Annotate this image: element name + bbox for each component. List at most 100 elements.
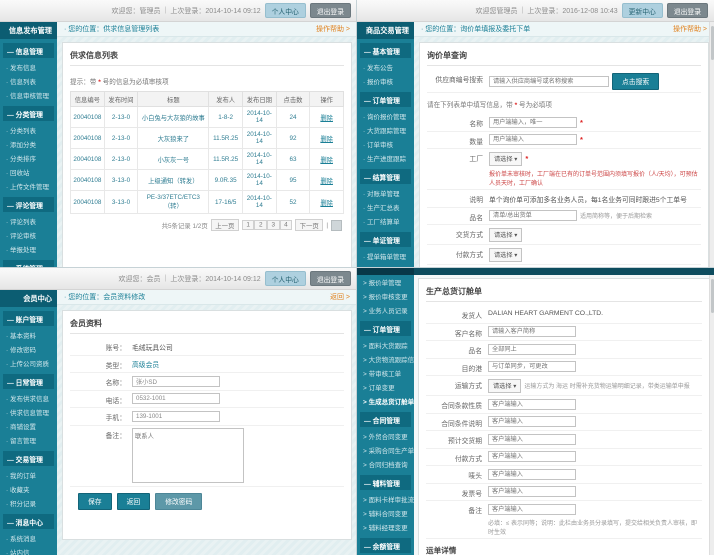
sidebar-item[interactable]: · 提单箱单管理 <box>363 254 406 261</box>
sidebar-item[interactable]: · 订单审核 <box>363 142 393 149</box>
sidebar-item[interactable]: · 报价审核 <box>363 79 393 86</box>
change-password-button[interactable]: 修改密码 <box>155 492 203 510</box>
row-action-link[interactable]: 删除 <box>309 106 344 128</box>
user-center-button[interactable]: 个人中心 <box>264 271 306 286</box>
sidebar-item[interactable]: > 业务人员记录 <box>363 308 408 315</box>
sidebar-item[interactable]: · 分类列表 <box>6 128 36 135</box>
text-input[interactable] <box>488 433 576 445</box>
row-action-link[interactable]: 删除 <box>309 127 344 149</box>
back-link[interactable]: 返回 > <box>329 294 350 301</box>
text-input[interactable] <box>488 468 576 480</box>
dropdown-select[interactable]: 请选择 ▾ <box>489 227 523 242</box>
text-input[interactable] <box>488 326 576 337</box>
sidebar-item[interactable]: · 供求信息管理 <box>6 410 49 417</box>
sidebar-item[interactable]: > 辅料合同变更 <box>363 511 408 518</box>
vertical-scrollbar[interactable] <box>709 275 714 555</box>
sidebar-item[interactable]: · 生产进度跟踪 <box>363 156 406 163</box>
text-input[interactable] <box>488 361 576 372</box>
search-input[interactable] <box>489 75 609 87</box>
text-input[interactable] <box>488 343 576 355</box>
text-input[interactable] <box>488 416 576 427</box>
sidebar-item[interactable]: · 系统消息 <box>6 536 36 543</box>
sidebar-item[interactable]: · 评论列表 <box>6 219 36 226</box>
sidebar-item[interactable]: · 上传公司资质 <box>6 361 49 368</box>
text-input[interactable] <box>489 267 577 268</box>
text-input[interactable] <box>489 116 577 128</box>
dropdown-select[interactable]: 请选择 ▾ <box>488 378 522 393</box>
scrollbar-thumb[interactable] <box>710 279 714 313</box>
save-button[interactable]: 保存 <box>78 492 112 510</box>
row-action-link[interactable]: 删除 <box>309 148 344 170</box>
text-input[interactable] <box>132 375 220 387</box>
sidebar-item[interactable]: > 大货物流跟踪信息 <box>363 357 414 364</box>
sidebar-item[interactable]: · 分类排序 <box>6 156 36 163</box>
logout-button[interactable]: 退出登录 <box>309 3 351 18</box>
page-number-button[interactable]: 2 <box>254 220 268 230</box>
logout-button[interactable]: 退出登录 <box>309 271 351 286</box>
sidebar-item[interactable]: · 修改密码 <box>6 347 36 354</box>
sidebar-item[interactable]: > 生成总货订舱单 <box>363 399 414 406</box>
sidebar-item[interactable]: > 订单变更 <box>363 385 395 392</box>
dropdown-select[interactable]: 请选择 ▾ <box>489 247 523 262</box>
sidebar-item[interactable]: · 添加分类 <box>6 142 36 149</box>
sidebar-item[interactable]: · 大货跟踪管理 <box>363 128 406 135</box>
dropdown-select[interactable]: 请选择 ▾ <box>489 151 523 166</box>
sidebar-item[interactable]: > 报价审核变更 <box>363 294 408 301</box>
logout-button[interactable]: 退出登录 <box>666 3 708 18</box>
sidebar-item[interactable]: · 评论审核 <box>6 233 36 240</box>
update-center-button[interactable]: 更新中心 <box>621 3 663 18</box>
sidebar-item[interactable]: > 采购合同生产单 <box>363 448 414 455</box>
prev-page-button[interactable]: 上一页 <box>210 219 239 231</box>
text-input[interactable] <box>488 398 576 410</box>
sidebar-item[interactable]: · 发布信息 <box>6 65 36 72</box>
row-action-link[interactable]: 删除 <box>309 169 344 191</box>
scrollbar-thumb[interactable] <box>710 26 714 60</box>
text-input[interactable] <box>489 210 577 221</box>
sidebar-item[interactable]: · 收藏夹 <box>6 487 30 494</box>
sidebar-item[interactable]: · 工厂结算单 <box>363 219 400 226</box>
row-action-link[interactable]: 删除 <box>309 190 344 214</box>
sidebar-item[interactable]: > 合同归档查询 <box>363 462 408 469</box>
help-link[interactable]: 操作帮助 > <box>315 26 350 33</box>
sidebar-item[interactable]: · 积分记录 <box>6 501 36 508</box>
vertical-scrollbar[interactable] <box>709 22 714 268</box>
sidebar-item[interactable]: > 面料卡样审批流 <box>363 497 414 504</box>
text-input[interactable] <box>132 393 220 404</box>
text-input[interactable] <box>488 503 576 515</box>
page-number-button[interactable]: 3 <box>267 220 280 230</box>
sidebar-item[interactable]: · 回收站 <box>6 170 30 177</box>
text-input[interactable] <box>132 410 220 422</box>
sidebar-item[interactable]: > 辅料经理变更 <box>363 525 408 532</box>
sidebar-item[interactable]: · 生产汇总表 <box>363 205 400 212</box>
page-go-box[interactable] <box>331 219 342 231</box>
sidebar-item[interactable]: · 站内信 <box>6 550 30 555</box>
sidebar-item[interactable]: · 发布公告 <box>363 65 393 72</box>
user-center-button[interactable]: 个人中心 <box>264 3 306 18</box>
sidebar-item[interactable]: · 询价报价管理 <box>363 114 406 121</box>
text-input[interactable] <box>488 486 576 497</box>
text-input[interactable] <box>489 134 577 145</box>
sidebar-item[interactable]: · 留言管理 <box>6 438 36 445</box>
sidebar-item[interactable]: > 报价单管理 <box>363 280 402 287</box>
sidebar-item[interactable]: · 上传文件管理 <box>6 184 49 191</box>
welcome-text: 欢迎您管理员 <box>475 7 518 15</box>
page-number-button[interactable]: 4 <box>279 220 293 230</box>
sidebar-item[interactable]: · 基本资料 <box>6 333 36 340</box>
sidebar-item[interactable]: · 我的订单 <box>6 473 36 480</box>
page-number-button[interactable]: 1 <box>241 220 255 230</box>
text-input[interactable] <box>488 451 576 462</box>
sidebar-item[interactable]: · 举报处理 <box>6 247 36 254</box>
help-link[interactable]: 操作帮助 > <box>672 26 707 33</box>
next-page-button[interactable]: 下一页 <box>295 219 324 231</box>
textarea-input[interactable] <box>132 428 244 483</box>
sidebar-item[interactable]: · 发布供求信息 <box>6 396 49 403</box>
sidebar-item[interactable]: · 信息列表 <box>6 79 36 86</box>
sidebar-item[interactable]: · 信息审核管理 <box>6 93 49 100</box>
sidebar-item[interactable]: · 对账单管理 <box>363 191 400 198</box>
search-button[interactable]: 点击搜索 <box>612 72 660 90</box>
back-button[interactable]: 返回 <box>116 492 151 510</box>
sidebar-item[interactable]: > 外贸合同变更 <box>363 434 408 441</box>
sidebar-item[interactable]: > 带审核工单 <box>363 371 402 378</box>
sidebar-item[interactable]: · 商铺设置 <box>6 424 36 431</box>
sidebar-item[interactable]: > 面料大货跟踪 <box>363 343 408 350</box>
